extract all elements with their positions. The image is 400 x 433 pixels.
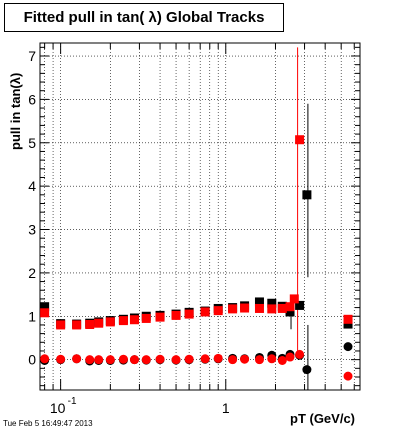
y-tick-labels: 0 1 2 3 4 5 6 7 <box>28 48 36 368</box>
data-point-circle <box>155 354 165 364</box>
data-point-square <box>155 312 165 322</box>
data-point-square <box>285 307 295 317</box>
data-point-circle <box>302 365 312 375</box>
data-points <box>40 135 353 381</box>
data-point-square <box>129 315 139 325</box>
data-point-square <box>72 320 82 330</box>
x-tick-exponent: -1 <box>68 396 77 407</box>
data-point-circle <box>267 354 277 364</box>
x-tick-base: 10 <box>50 400 66 416</box>
data-point-square <box>56 320 66 330</box>
x-tick-base: 1 <box>222 400 230 416</box>
data-point-circle <box>171 355 181 365</box>
data-point-square <box>94 318 104 328</box>
chart-title: Fitted pull in tan( λ) Global Tracks <box>23 9 265 26</box>
y-axis-label: pull in tan(λ) <box>8 72 23 150</box>
timestamp: Tue Feb 5 16:49:47 2013 <box>3 419 93 428</box>
data-point-circle <box>129 355 139 365</box>
data-point-square <box>343 314 353 324</box>
y-tick-label: 5 <box>28 135 36 151</box>
data-point-circle <box>85 355 95 365</box>
data-point-square <box>184 309 194 319</box>
data-point-square <box>118 316 128 326</box>
data-point-circle <box>40 354 50 364</box>
y-tick-label: 6 <box>28 91 36 107</box>
data-point-square <box>295 300 305 310</box>
data-point-circle <box>277 356 287 366</box>
data-point-square <box>40 302 50 312</box>
data-point-square <box>295 135 305 145</box>
title-box: Fitted pull in tan( λ) Global Tracks <box>4 3 284 32</box>
y-tick-label: 7 <box>28 48 36 64</box>
data-point-circle <box>72 354 82 364</box>
data-point-circle <box>94 355 104 365</box>
data-point-square <box>254 297 264 307</box>
data-point-square <box>302 190 312 200</box>
y-tick-label: 3 <box>28 222 36 238</box>
data-point-circle <box>213 353 223 363</box>
data-point-square <box>171 310 181 320</box>
x-tick-labels: 10 -1 1 <box>50 396 230 416</box>
data-point-circle <box>105 355 115 365</box>
data-point-square <box>285 302 295 312</box>
x-axis-label: pT (GeV/c) <box>290 411 356 426</box>
data-point-circle <box>141 355 151 365</box>
data-point-square <box>343 319 353 329</box>
data-point-circle <box>343 371 353 381</box>
data-point-square <box>141 313 151 323</box>
y-tick-label: 2 <box>28 265 36 281</box>
data-point-circle <box>200 354 210 364</box>
data-point-square <box>267 298 277 308</box>
data-point-circle <box>184 354 194 364</box>
data-point-circle <box>118 354 128 364</box>
data-point-circle <box>254 355 264 365</box>
y-tick-label: 4 <box>28 178 36 194</box>
data-point-square <box>105 317 115 327</box>
data-point-circle <box>56 354 66 364</box>
grid-lines <box>40 43 360 390</box>
y-tick-label: 0 <box>28 352 36 368</box>
error-bars <box>290 47 309 390</box>
x-tick-label: 1 <box>222 400 230 416</box>
data-point-square <box>228 304 238 314</box>
data-point-square <box>240 303 250 313</box>
data-point-square <box>40 308 50 318</box>
data-point-circle <box>240 354 250 364</box>
data-point-circle <box>343 342 353 352</box>
data-point-square <box>200 307 210 317</box>
data-point-square <box>254 303 264 313</box>
data-point-circle <box>285 352 295 362</box>
y-tick-label: 1 <box>28 308 36 324</box>
data-point-square <box>213 306 223 316</box>
data-point-square <box>267 304 277 314</box>
data-point-square <box>289 294 299 304</box>
data-point-square <box>85 320 95 330</box>
data-point-circle <box>295 349 305 359</box>
x-tick-label: 10 -1 <box>50 396 77 416</box>
data-point-circle <box>228 355 238 365</box>
data-point-square <box>277 303 287 313</box>
